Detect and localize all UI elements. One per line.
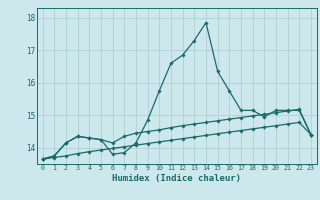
X-axis label: Humidex (Indice chaleur): Humidex (Indice chaleur) bbox=[112, 174, 241, 183]
